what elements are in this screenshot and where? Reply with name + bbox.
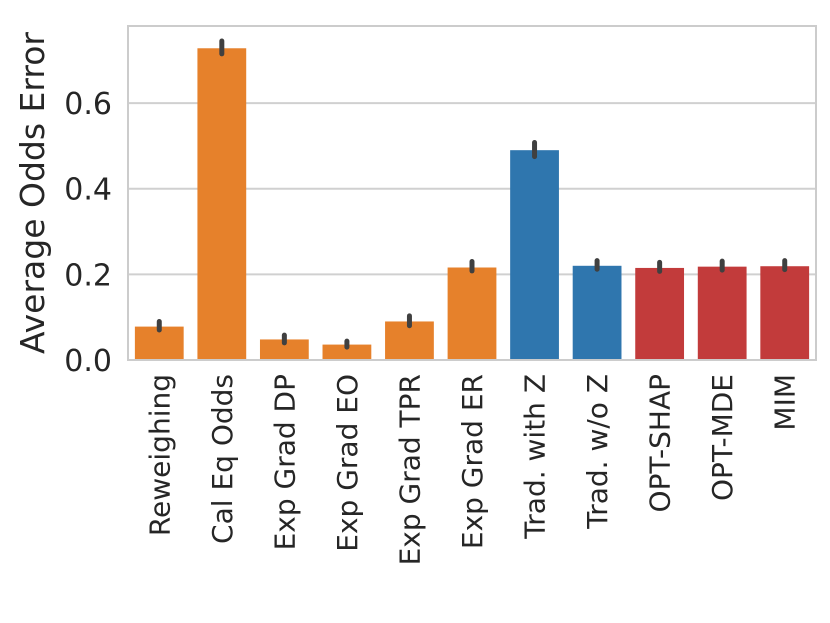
x-tick-label: Trad. with Z	[519, 374, 552, 540]
bar	[197, 48, 247, 361]
x-tick-label: Exp Grad TPR	[393, 374, 426, 565]
x-tick-labels: Reweighing Cal Eq Odds Exp Grad DP Exp Grad…	[143, 374, 801, 565]
bar	[572, 265, 622, 360]
y-tick-label: 0.2	[64, 258, 112, 293]
bar	[635, 267, 685, 360]
bar	[760, 266, 810, 360]
x-tick-label: OPT-SHAP	[644, 374, 677, 512]
x-tick-label: Exp Grad DP	[268, 374, 301, 550]
y-tick-label: 0.0	[64, 344, 112, 379]
error-bars	[156, 38, 788, 350]
x-tick-label: Trad. w/o Z	[581, 374, 614, 530]
y-tick-labels: 0.0 0.2 0.4 0.6	[64, 87, 112, 379]
plot-frame	[127, 25, 817, 361]
x-tick-label: Exp Grad ER	[456, 374, 489, 549]
x-tick-label: OPT-MDE	[706, 374, 739, 501]
x-tick-label: Exp Grad EO	[331, 374, 364, 552]
y-tick-label: 0.6	[64, 87, 112, 122]
x-tick-label: MIM	[769, 374, 802, 431]
x-tick-label: Cal Eq Odds	[206, 374, 239, 544]
bar	[447, 267, 497, 360]
bar	[510, 150, 559, 360]
bar	[322, 344, 372, 360]
bar	[697, 266, 747, 360]
bars	[134, 48, 810, 361]
x-tick-label: Reweighing	[143, 374, 176, 536]
y-tick-label: 0.4	[64, 173, 112, 208]
y-axis-label: Average Odds Error	[13, 32, 52, 354]
bar	[259, 339, 309, 360]
